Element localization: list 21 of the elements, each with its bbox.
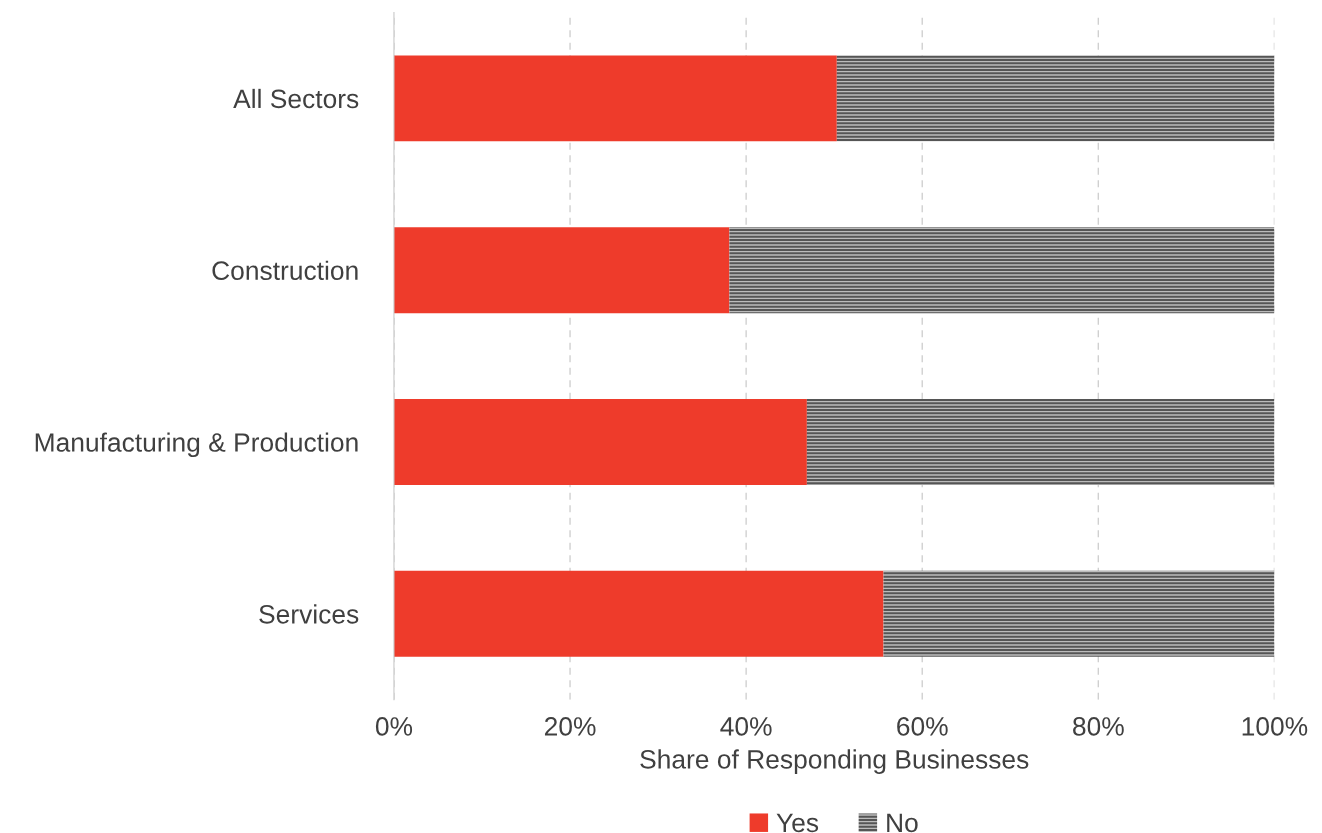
bar <box>836 55 1275 142</box>
x-tick-label: 100% <box>1242 717 1308 736</box>
x-axis-title: Share of Responding Businesses <box>640 749 1029 774</box>
x-tick-label: 80% <box>1073 717 1124 736</box>
bar <box>393 55 837 142</box>
bar <box>806 399 1275 485</box>
y-tick-label: All Sectors <box>233 88 359 109</box>
bar <box>729 227 1275 314</box>
legend-label: No <box>887 813 918 833</box>
y-tick-label: Manufacturing & Production <box>35 432 358 458</box>
bar <box>883 570 1275 657</box>
x-tick-label: 40% <box>720 717 772 736</box>
bar <box>393 570 884 657</box>
x-tick-label: 60% <box>897 717 948 736</box>
y-tick-label: Construction <box>212 260 358 281</box>
legend-label: Yes <box>776 813 819 833</box>
y-tick-label: Services <box>259 604 359 624</box>
bar <box>393 399 807 485</box>
bar <box>393 227 730 314</box>
x-tick-label: 20% <box>544 717 596 736</box>
x-tick-label: 0% <box>375 717 413 736</box>
